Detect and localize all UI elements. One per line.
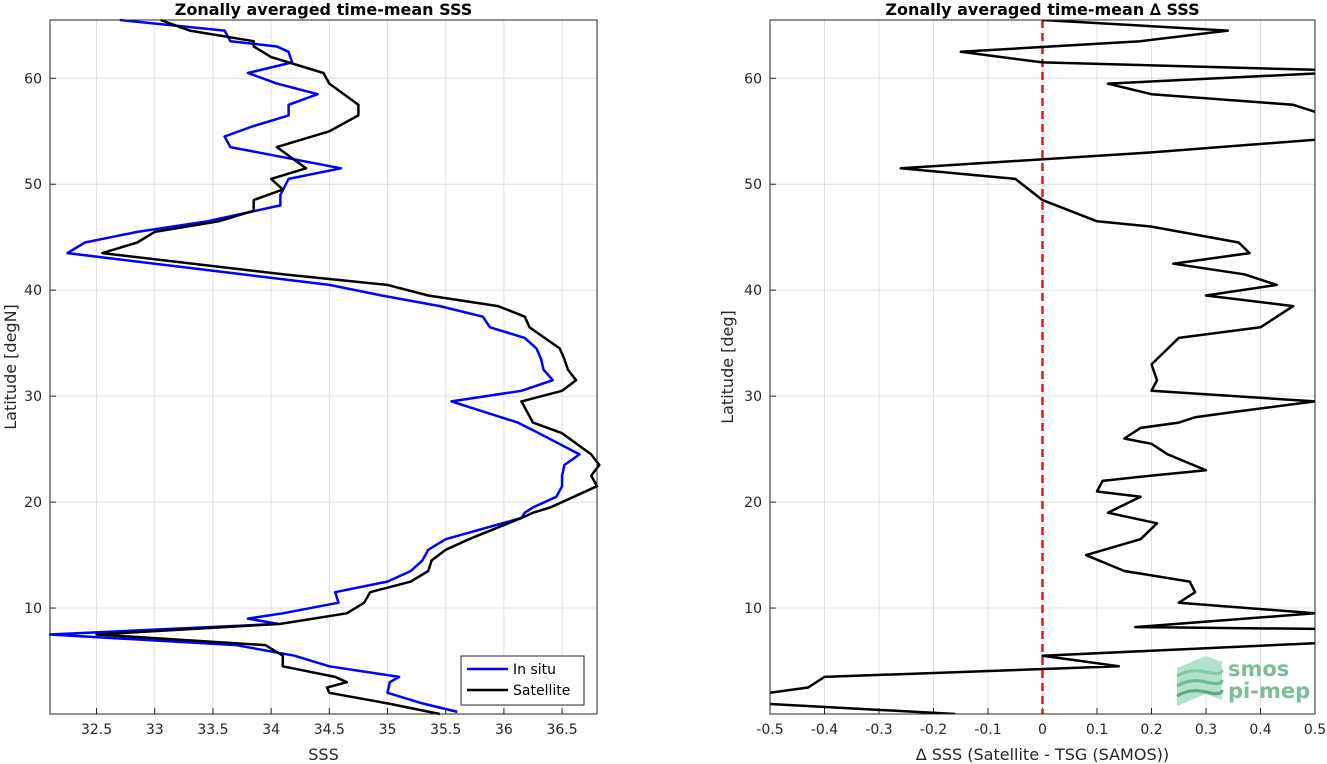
left-title: Zonally averaged time-mean SSS [175,0,473,19]
legend-label-satellite: Satellite [513,683,570,699]
left-ytick-label: 60 [24,71,42,87]
right-ytick-label: 30 [744,389,762,405]
legend: In situ Satellite [460,655,585,706]
left-xtick-label: 34.5 [314,722,345,738]
left-panel: 32.5 33 33.5 34 34.5 35 35.5 36 36.5 10 20 30 40 50 60… [1,0,601,764]
right-xlabel: ∆ SSS (Satellite - TSG (SAMOS)) [915,745,1169,764]
left-xtick-label: 35 [379,722,397,738]
right-xtick-label: 0.2 [1140,722,1162,738]
right-xtick-label: 0.5 [1304,722,1326,738]
right-ytick-label: 50 [744,177,762,193]
right-ylabel: Latitude [deg] [718,310,737,424]
legend-box [460,655,585,706]
left-xtick-label: 33 [146,722,164,738]
right-ytick-label: 40 [744,283,762,299]
right-xtick-label: -0.2 [920,722,947,738]
right-ytick-label: 10 [744,601,762,617]
right-plot-frame [769,19,1316,715]
right-series-line-delta-sss [770,20,1315,714]
left-series-line-satellite [95,18,601,716]
logo-text-pimep: pi-mep [1228,679,1310,703]
left-ytick-label: 20 [24,495,42,511]
left-xtick-label: 36 [495,722,513,738]
smos-pimep-logo: smos pi-mep [1176,656,1310,706]
left-series-line-in-situ [48,18,581,714]
left-ticks: 32.5 33 33.5 34 34.5 35 35.5 36 36.5 10 20 30 40 50 60 [24,71,577,738]
left-xlabel: SSS [308,745,338,764]
left-plot-frame [49,19,598,715]
right-ytick-label: 60 [744,71,762,87]
left-ytick-label: 50 [24,177,42,193]
logo-text-smos: smos [1228,657,1289,681]
right-series [770,20,1315,714]
left-ytick-label: 40 [24,283,42,299]
left-grid [50,20,597,714]
legend-label-in-situ: In situ [513,662,556,678]
left-ytick-label: 30 [24,389,42,405]
right-ticks: -0.5 -0.4 -0.3 -0.2 -0.1 0 0.1 0.2 0.3 0.4 0.5 10 20… [744,71,1326,738]
right-xtick-label: 0.3 [1195,722,1217,738]
right-xtick-label: -0.4 [811,722,838,738]
logo-waves-icon [1176,656,1224,706]
left-xtick-label: 33.5 [197,722,228,738]
right-ytick-label: 20 [744,495,762,511]
left-ylabel: Latitude [degN] [1,304,20,430]
left-xtick-label: 35.5 [430,722,461,738]
right-xtick-label: 0.4 [1249,722,1271,738]
right-xtick-label: -0.1 [974,722,1001,738]
right-xtick-label: -0.3 [865,722,892,738]
right-xtick-label: -0.5 [756,722,783,738]
left-xtick-label: 32.5 [81,722,112,738]
right-panel: -0.5 -0.4 -0.3 -0.2 -0.1 0 0.1 0.2 0.3 0.4 0.5 10 20… [718,0,1326,764]
right-title: Zonally averaged time-mean ∆ SSS [885,0,1199,19]
left-series [48,18,601,716]
left-plot-area [50,20,597,714]
left-xtick-label: 34 [262,722,280,738]
right-xtick-label: 0.1 [1086,722,1108,738]
right-xtick-label: 0 [1038,722,1047,738]
left-xtick-label: 36.5 [546,722,577,738]
left-ytick-label: 10 [24,601,42,617]
